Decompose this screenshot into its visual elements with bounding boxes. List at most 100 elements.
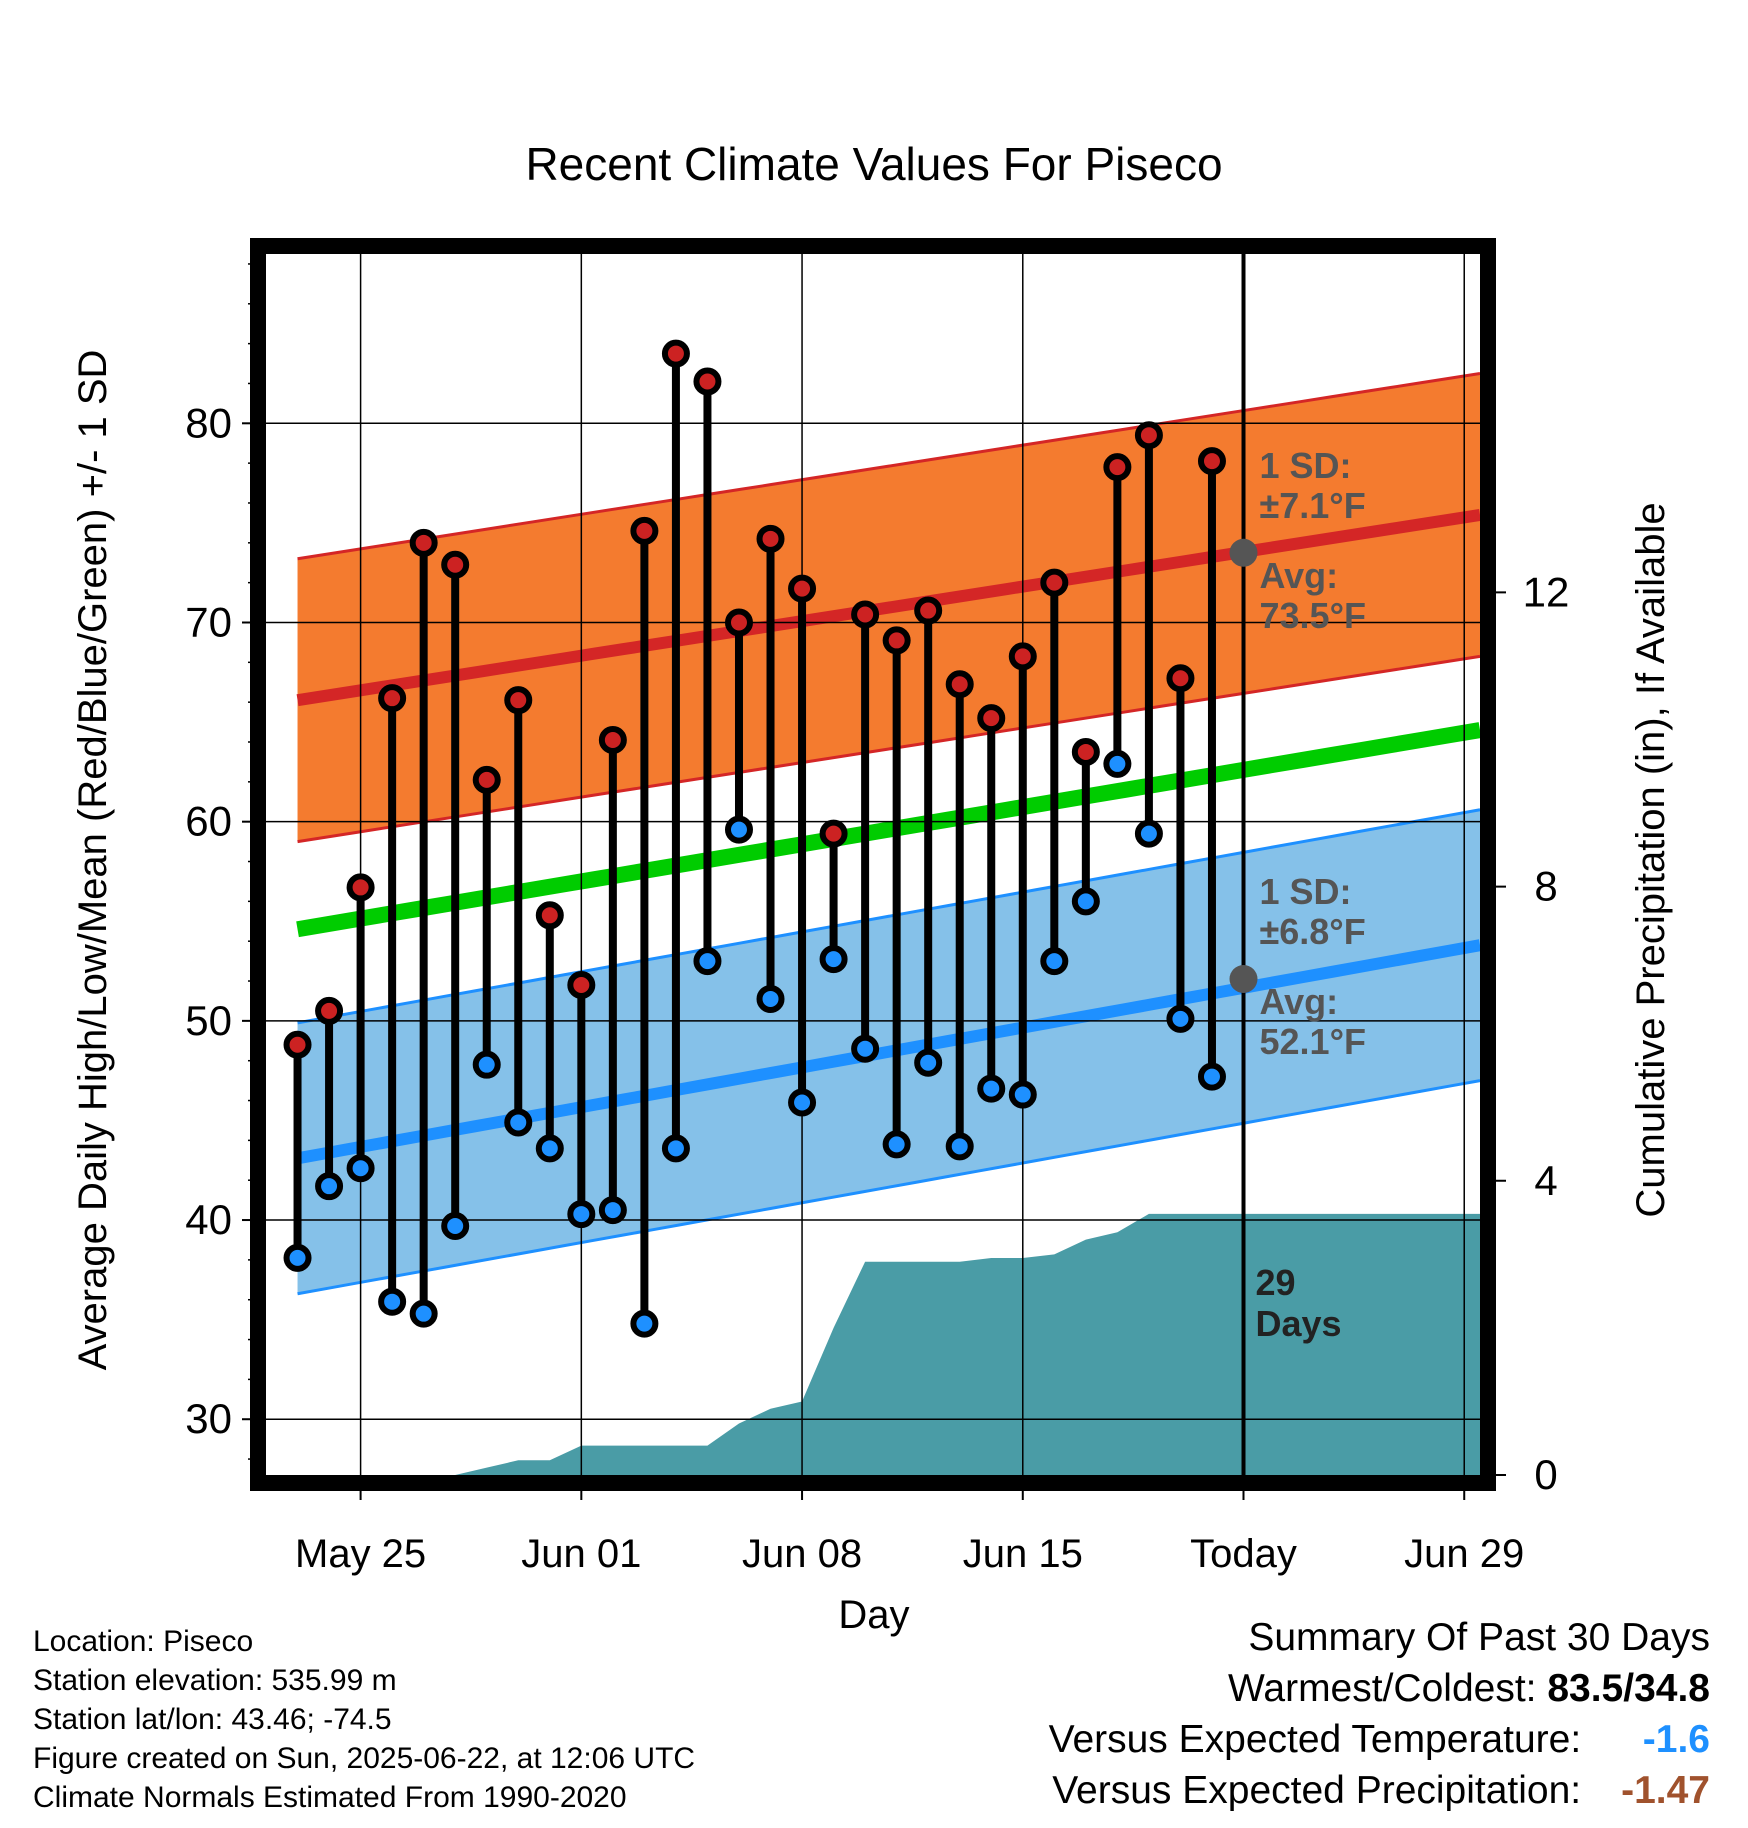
x-tick-label: Today <box>1190 1532 1297 1576</box>
x-tick-label: Jun 08 <box>742 1532 862 1576</box>
low-point <box>724 815 753 844</box>
high-point <box>504 686 533 715</box>
low-point <box>567 1200 596 1229</box>
high-normal-line <box>296 509 1481 707</box>
summary-warm-cold: Warmest/Coldest: 83.5/34.8 <box>1049 1663 1710 1714</box>
y2-tick-label: 8 <box>1534 863 1557 910</box>
summary-temp: Versus Expected Temperature: -1.6 <box>1049 1714 1710 1765</box>
plot-frame <box>250 238 1496 1491</box>
low-point <box>1103 749 1132 778</box>
y-tick-label: 40 <box>185 1196 232 1243</box>
x-axis-label: Day <box>838 1593 909 1637</box>
high-point <box>283 1030 312 1059</box>
y-tick-label: 80 <box>185 399 232 446</box>
low-point <box>378 1287 407 1316</box>
high-upper-edge <box>297 372 1481 561</box>
low-point <box>283 1243 312 1272</box>
temp-label: Versus Expected Temperature: <box>1048 1718 1582 1761</box>
location-text: Location: Piseco <box>33 1625 254 1658</box>
chart-title: Recent Climate Values For Piseco <box>525 138 1222 190</box>
x-tick-label: Jun 29 <box>1404 1532 1524 1576</box>
high-point <box>1103 453 1132 482</box>
low-upper-edge <box>297 808 1481 1025</box>
summary-panel: Summary Of Past 30 Days Warmest/Coldest:… <box>1049 1612 1710 1816</box>
low-point <box>315 1172 344 1201</box>
today-days-label: Days <box>1256 1303 1342 1344</box>
low-point <box>1197 1062 1226 1091</box>
high-point <box>914 596 943 625</box>
high-point <box>409 528 438 557</box>
low-point <box>1166 1004 1195 1033</box>
warm-cold-value: 83.5/34.8 <box>1547 1667 1710 1710</box>
low-normal-line <box>296 939 1482 1165</box>
low-point <box>977 1074 1006 1103</box>
high-point <box>378 684 407 713</box>
low-point <box>1008 1080 1037 1109</box>
y2-tick-label: 4 <box>1534 1157 1557 1204</box>
high-sd-annotation: ±7.1°F <box>1260 485 1366 526</box>
low-point <box>914 1048 943 1077</box>
low-point <box>472 1050 501 1079</box>
summary-precip: Versus Expected Precipitation: -1.47 <box>1049 1765 1710 1816</box>
low-lower-edge <box>297 1079 1481 1296</box>
high-point <box>1071 737 1100 766</box>
high-point <box>1197 447 1226 476</box>
low-point <box>882 1130 911 1159</box>
high-point <box>441 550 470 579</box>
low-sd-annotation: 1 SD: <box>1260 871 1352 912</box>
y2-axis-label: Cumulative Precipitation (in), If Availa… <box>1629 502 1673 1217</box>
normals-text: Climate Normals Estimated From 1990-2020 <box>33 1781 627 1814</box>
low-point <box>661 1134 690 1163</box>
y-tick-label: 30 <box>185 1395 232 1442</box>
low-avg-annotation: Avg: <box>1260 981 1339 1022</box>
low-point <box>441 1212 470 1241</box>
high-point <box>630 516 659 545</box>
low-point <box>598 1196 627 1225</box>
y-axis-left: 30 40 50 60 70 80 <box>185 263 258 1460</box>
high-avg-annotation: Avg: <box>1260 555 1339 596</box>
today-days-label: 29 <box>1256 1262 1296 1303</box>
high-point <box>819 819 848 848</box>
low-point <box>346 1154 375 1183</box>
grid-lines <box>266 254 1480 1475</box>
station-info: Location: Piseco Station elevation: 535.… <box>33 1622 695 1817</box>
high-point <box>788 574 817 603</box>
low-point <box>409 1299 438 1328</box>
y2-tick-label: 0 <box>1534 1451 1557 1498</box>
daily-stems <box>293 349 1216 1328</box>
low-point <box>535 1134 564 1163</box>
high-avg-annotation: 73.5°F <box>1260 595 1366 636</box>
y-tick-label: 60 <box>185 798 232 845</box>
low-sd-annotation: ±6.8°F <box>1260 911 1366 952</box>
mean-normal-line <box>296 722 1482 938</box>
low-point <box>1071 887 1100 916</box>
low-point <box>756 984 785 1013</box>
x-tick-label: Jun 15 <box>963 1532 1083 1576</box>
high-point <box>882 626 911 655</box>
high-point <box>1008 642 1037 671</box>
low-point <box>851 1034 880 1063</box>
high-point <box>851 600 880 629</box>
y-tick-label: 70 <box>185 598 232 645</box>
high-point <box>693 367 722 396</box>
high-point <box>346 873 375 902</box>
temp-value: -1.6 <box>1642 1718 1710 1761</box>
x-tick-label: May 25 <box>295 1532 426 1576</box>
high-point <box>315 996 344 1025</box>
low-point <box>630 1309 659 1338</box>
precip-area <box>297 1213 1480 1475</box>
y-axis-right: 0 4 8 12 <box>1488 568 1569 1498</box>
summary-heading: Summary Of Past 30 Days <box>1248 1616 1710 1659</box>
high-point <box>1134 421 1163 450</box>
y2-tick-label: 12 <box>1523 568 1570 615</box>
low-avg-dot <box>1229 965 1258 994</box>
high-point <box>945 670 974 699</box>
high-lower-edge <box>297 654 1481 844</box>
elevation-text: Station elevation: 535.99 m <box>33 1664 397 1697</box>
warm-cold-label: Warmest/Coldest: <box>1228 1667 1537 1710</box>
y-axis-label: Average Daily High/Low/Mean (Red/Blue/Gr… <box>71 350 115 1371</box>
precip-value: -1.47 <box>1621 1769 1710 1812</box>
